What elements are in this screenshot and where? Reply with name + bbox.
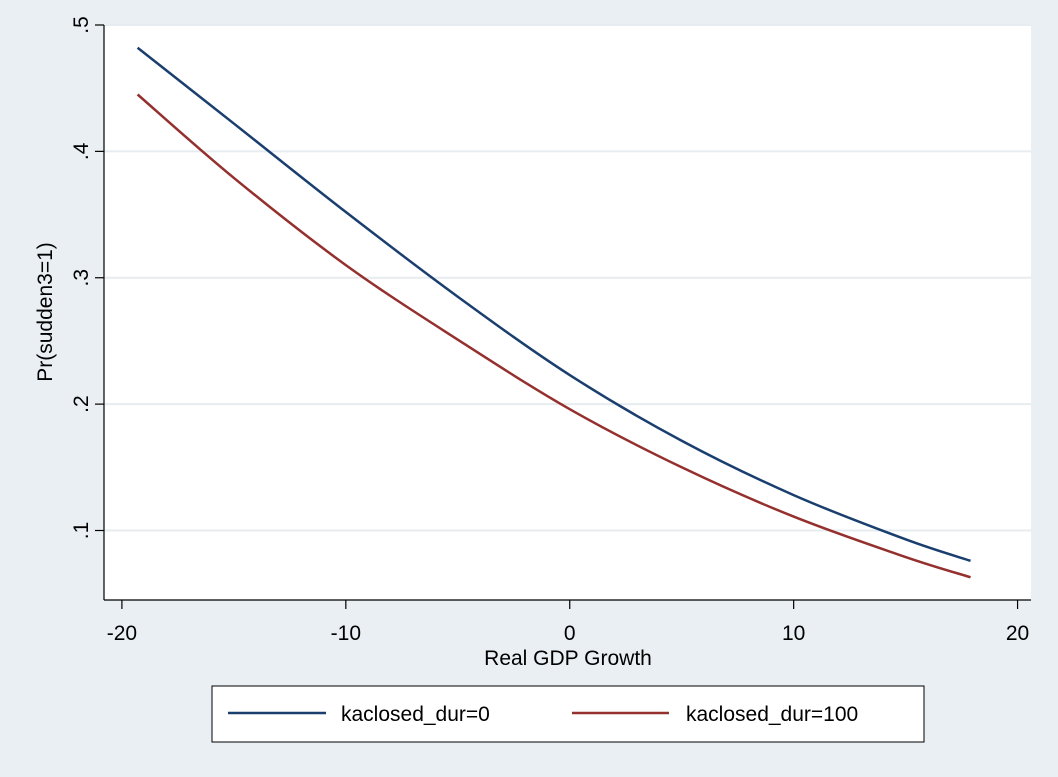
y-tick-label: .2 — [70, 395, 93, 413]
legend-box — [211, 685, 925, 743]
y-tick-label: .1 — [70, 522, 93, 540]
x-tick-label: 0 — [564, 622, 576, 645]
x-tick-label: -20 — [107, 622, 137, 645]
y-tick-label: .4 — [70, 142, 93, 160]
grid-lines — [104, 24, 1031, 532]
y-tick-label: .3 — [70, 269, 93, 287]
series-line-2 — [136, 93, 971, 579]
series-line-1 — [136, 46, 971, 563]
plot-area — [104, 25, 1031, 600]
legend-label-series-1: kaclosed_dur=0 — [341, 703, 490, 726]
x-tick-label: -10 — [331, 622, 361, 645]
y-axis-label: Pr(sudden3=1) — [34, 242, 57, 382]
legend-label-series-2: kaclosed_dur=100 — [686, 703, 858, 726]
axes: -20 -10 0 10 20 .1 .2 .3 .4 .5 — [70, 16, 1031, 645]
y-tick-label: .5 — [70, 16, 93, 34]
series-lines — [136, 46, 971, 579]
legend: kaclosed_dur=0 kaclosed_dur=100 — [211, 685, 925, 743]
x-axis-label: Real GDP Growth — [484, 647, 652, 670]
x-tick-label: 20 — [1006, 622, 1029, 645]
x-tick-label: 10 — [782, 622, 805, 645]
